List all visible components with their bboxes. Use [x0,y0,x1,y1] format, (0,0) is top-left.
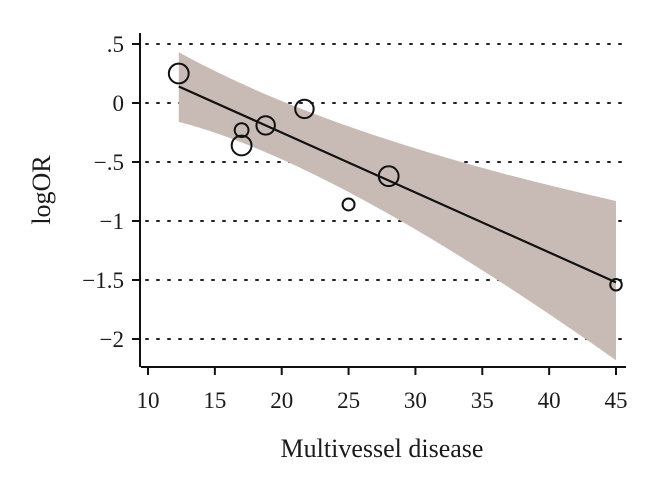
y-axis-title: logOR [27,155,56,225]
y-tick-label-4: −1.5 [82,268,124,293]
x-tick-label-3: 25 [337,388,360,413]
x-tick-label-2: 20 [270,388,293,413]
y-tick-label-0: .5 [107,32,124,57]
x-tick-label-0: 10 [137,388,160,413]
y-tick-label-3: −1 [100,209,124,234]
x-tick-label-4: 30 [404,388,427,413]
x-axis-title: Multivessel disease [281,434,484,463]
data-point-2 [230,134,253,157]
data-point-7 [609,277,623,292]
tick-labels: .5 0 −.5 −1 −1.5 −2 10 15 20 25 30 35 40 45 [82,32,627,413]
data-point-1 [233,122,250,139]
y-tick-label-5: −2 [100,327,124,352]
data-point-4 [294,98,315,120]
x-tick-label-7: 45 [605,388,628,413]
axes [132,33,626,375]
data-point-3 [255,115,276,136]
y-tick-label-1: 0 [113,91,125,116]
data-point-0 [167,62,190,85]
x-tick-label-6: 40 [538,388,561,413]
y-tick-label-2: −.5 [94,150,124,175]
x-tick-label-1: 15 [203,388,226,413]
data-point-5 [341,197,356,212]
data-point-6 [377,165,400,188]
confidence-band-layer [178,52,617,361]
fit-line-layer [178,85,617,284]
confidence-band [178,52,617,361]
data-points [167,62,623,292]
regression-line [178,85,617,284]
x-tick-label-5: 35 [471,388,494,413]
